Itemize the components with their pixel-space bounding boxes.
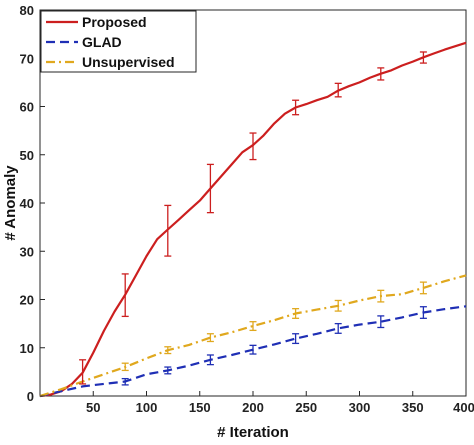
errorbar-proposed (164, 204, 172, 257)
y-tick-label: 80 (20, 3, 34, 18)
x-tick-label: 50 (86, 400, 100, 415)
errorbar-glad (377, 315, 385, 329)
legend-entry-glad: GLAD (46, 34, 122, 50)
errorbar-proposed (79, 359, 87, 385)
y-tick-label: 40 (20, 196, 34, 211)
errorbar-proposed (121, 273, 129, 318)
errorbar-unsupervised (419, 281, 427, 295)
x-tick-label: 250 (295, 400, 317, 415)
errorbar-glad (121, 377, 129, 386)
plot-frame (39, 9, 467, 397)
legend-entry-proposed: Proposed (46, 14, 147, 30)
y-tick-label: 50 (20, 148, 34, 163)
y-axis-ticks: 0 10 20 30 40 50 60 70 80 (20, 3, 45, 404)
errorbar-unsupervised (334, 299, 342, 312)
y-tick-label: 20 (20, 293, 34, 308)
errorbar-glad (419, 306, 427, 319)
legend-label-glad: GLAD (82, 34, 122, 50)
errorbar-unsupervised (377, 289, 385, 303)
errorbar-unsupervised (292, 308, 300, 319)
legend-label-unsupervised: Unsupervised (82, 54, 175, 70)
errorbar-proposed (206, 163, 214, 214)
legend-entry-unsupervised: Unsupervised (46, 54, 175, 70)
legend: Proposed GLAD Unsupervised (40, 10, 197, 73)
errorbar-glad (249, 344, 257, 355)
errorbar-glad (164, 366, 172, 375)
legend-label-proposed: Proposed (82, 14, 147, 30)
y-tick-label: 30 (20, 244, 34, 259)
errorbar-glad (334, 322, 342, 334)
errorbar-proposed (419, 51, 427, 64)
x-tick-label: 300 (349, 400, 371, 415)
x-tick-label: 400 (453, 400, 474, 415)
errorbar-proposed (249, 132, 257, 161)
errorbar-unsupervised (121, 362, 129, 372)
y-tick-label: 70 (20, 51, 34, 66)
x-tick-label: 350 (402, 400, 424, 415)
y-tick-label: 0 (27, 389, 34, 404)
x-tick-label: 200 (242, 400, 264, 415)
errorbar-proposed (334, 82, 342, 98)
errorbar-glad (206, 354, 214, 366)
y-tick-label: 10 (20, 341, 34, 356)
errorbar-glad (292, 333, 300, 345)
y-axis-title: # Anomaly (2, 165, 19, 241)
x-tick-label: 150 (189, 400, 211, 415)
errorbar-unsupervised (206, 333, 214, 343)
x-tick-label: 100 (136, 400, 158, 415)
y-tick-label: 60 (20, 100, 34, 115)
errorbar-proposed (292, 99, 300, 116)
errorbar-layer (79, 51, 427, 386)
plot-area: 50 100 150 200 250 300 350 400 0 10 20 30 40 50 60 70 8… (20, 3, 474, 415)
errorbar-unsupervised (164, 346, 172, 355)
errorbar-unsupervised (249, 321, 257, 332)
errorbar-proposed (377, 67, 385, 81)
x-axis-ticks: 50 100 150 200 250 300 350 400 (86, 391, 474, 415)
x-axis-title: # Iteration (217, 424, 289, 441)
